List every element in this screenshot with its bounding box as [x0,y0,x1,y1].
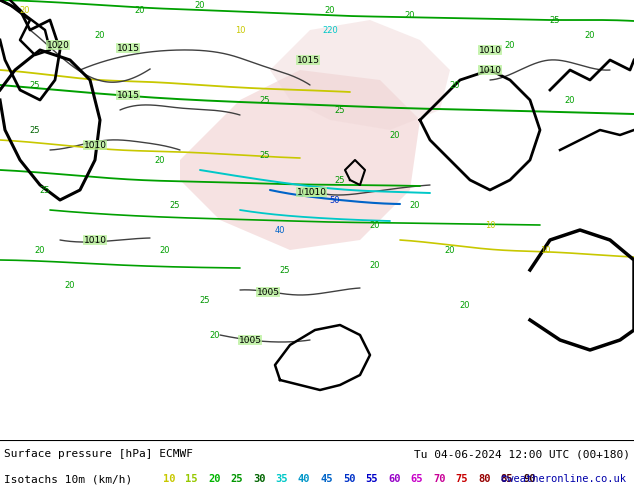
Text: 50: 50 [330,196,340,204]
Text: 65: 65 [410,474,423,484]
Text: 25: 25 [231,474,243,484]
Text: 1015: 1015 [297,55,320,65]
Text: 25: 25 [30,80,40,90]
Text: 1015: 1015 [117,91,139,99]
Text: 25: 25 [260,150,270,160]
Text: 45: 45 [321,474,333,484]
Text: ©weatheronline.co.uk: ©weatheronline.co.uk [501,474,626,484]
Text: 40: 40 [275,225,285,235]
Text: Isotachs 10m (km/h): Isotachs 10m (km/h) [4,474,133,484]
Text: 20: 20 [370,261,380,270]
Text: 1010: 1010 [84,236,107,245]
Text: 220: 220 [322,25,338,34]
Text: 1020: 1020 [46,41,70,49]
Text: 20: 20 [450,80,460,90]
Text: 20: 20 [135,5,145,15]
Text: 20: 20 [390,130,400,140]
Text: 35: 35 [276,474,288,484]
Text: 20: 20 [65,280,75,290]
Text: 20: 20 [325,5,335,15]
Text: 25: 25 [40,186,50,195]
Text: 10: 10 [235,25,245,34]
Text: 1010: 1010 [479,66,501,74]
Text: 25: 25 [170,200,180,210]
Text: 20: 20 [585,30,595,40]
Text: 10: 10 [163,474,176,484]
Text: 60: 60 [388,474,401,484]
Text: 20: 20 [404,10,415,20]
Text: 85: 85 [500,474,513,484]
Text: 70: 70 [433,474,446,484]
Text: 10: 10 [540,245,550,254]
Text: 10: 10 [485,220,495,229]
Text: 25: 25 [550,16,560,24]
Text: 25: 25 [30,125,40,134]
Polygon shape [270,20,450,130]
Text: 1010: 1010 [297,188,320,196]
Text: 20: 20 [210,330,220,340]
Text: 1005: 1005 [257,288,280,296]
Text: 40: 40 [298,474,311,484]
Text: 15: 15 [186,474,198,484]
Polygon shape [180,70,420,250]
Text: 20: 20 [20,5,30,15]
Text: 20: 20 [505,41,515,49]
Text: 20: 20 [208,474,221,484]
Text: 20: 20 [460,300,470,310]
Text: 20: 20 [160,245,171,254]
Text: 20: 20 [94,30,105,40]
Text: 25: 25 [200,295,210,304]
Text: 1015: 1015 [117,44,139,52]
Text: 20: 20 [195,0,205,9]
Text: 50: 50 [343,474,356,484]
Text: 20: 20 [565,96,575,104]
Text: 20: 20 [370,220,380,229]
Text: 80: 80 [478,474,491,484]
Text: 1010: 1010 [84,141,107,149]
Text: 30: 30 [253,474,266,484]
Text: Surface pressure [hPa] ECMWF: Surface pressure [hPa] ECMWF [4,449,193,459]
Text: 1005: 1005 [238,336,261,344]
Text: 20: 20 [410,200,420,210]
Text: 55: 55 [365,474,378,484]
Text: 90: 90 [523,474,536,484]
Text: 25: 25 [335,105,346,115]
Text: 20: 20 [35,245,45,254]
Text: 1010: 1010 [304,188,327,196]
Text: 25: 25 [335,175,346,185]
Text: Tu 04-06-2024 12:00 UTC (00+180): Tu 04-06-2024 12:00 UTC (00+180) [414,449,630,459]
Text: 20: 20 [155,155,165,165]
Text: 20: 20 [444,245,455,254]
Text: 75: 75 [455,474,468,484]
Text: 25: 25 [260,96,270,104]
Text: 1010: 1010 [479,46,501,54]
Text: 25: 25 [280,266,290,274]
